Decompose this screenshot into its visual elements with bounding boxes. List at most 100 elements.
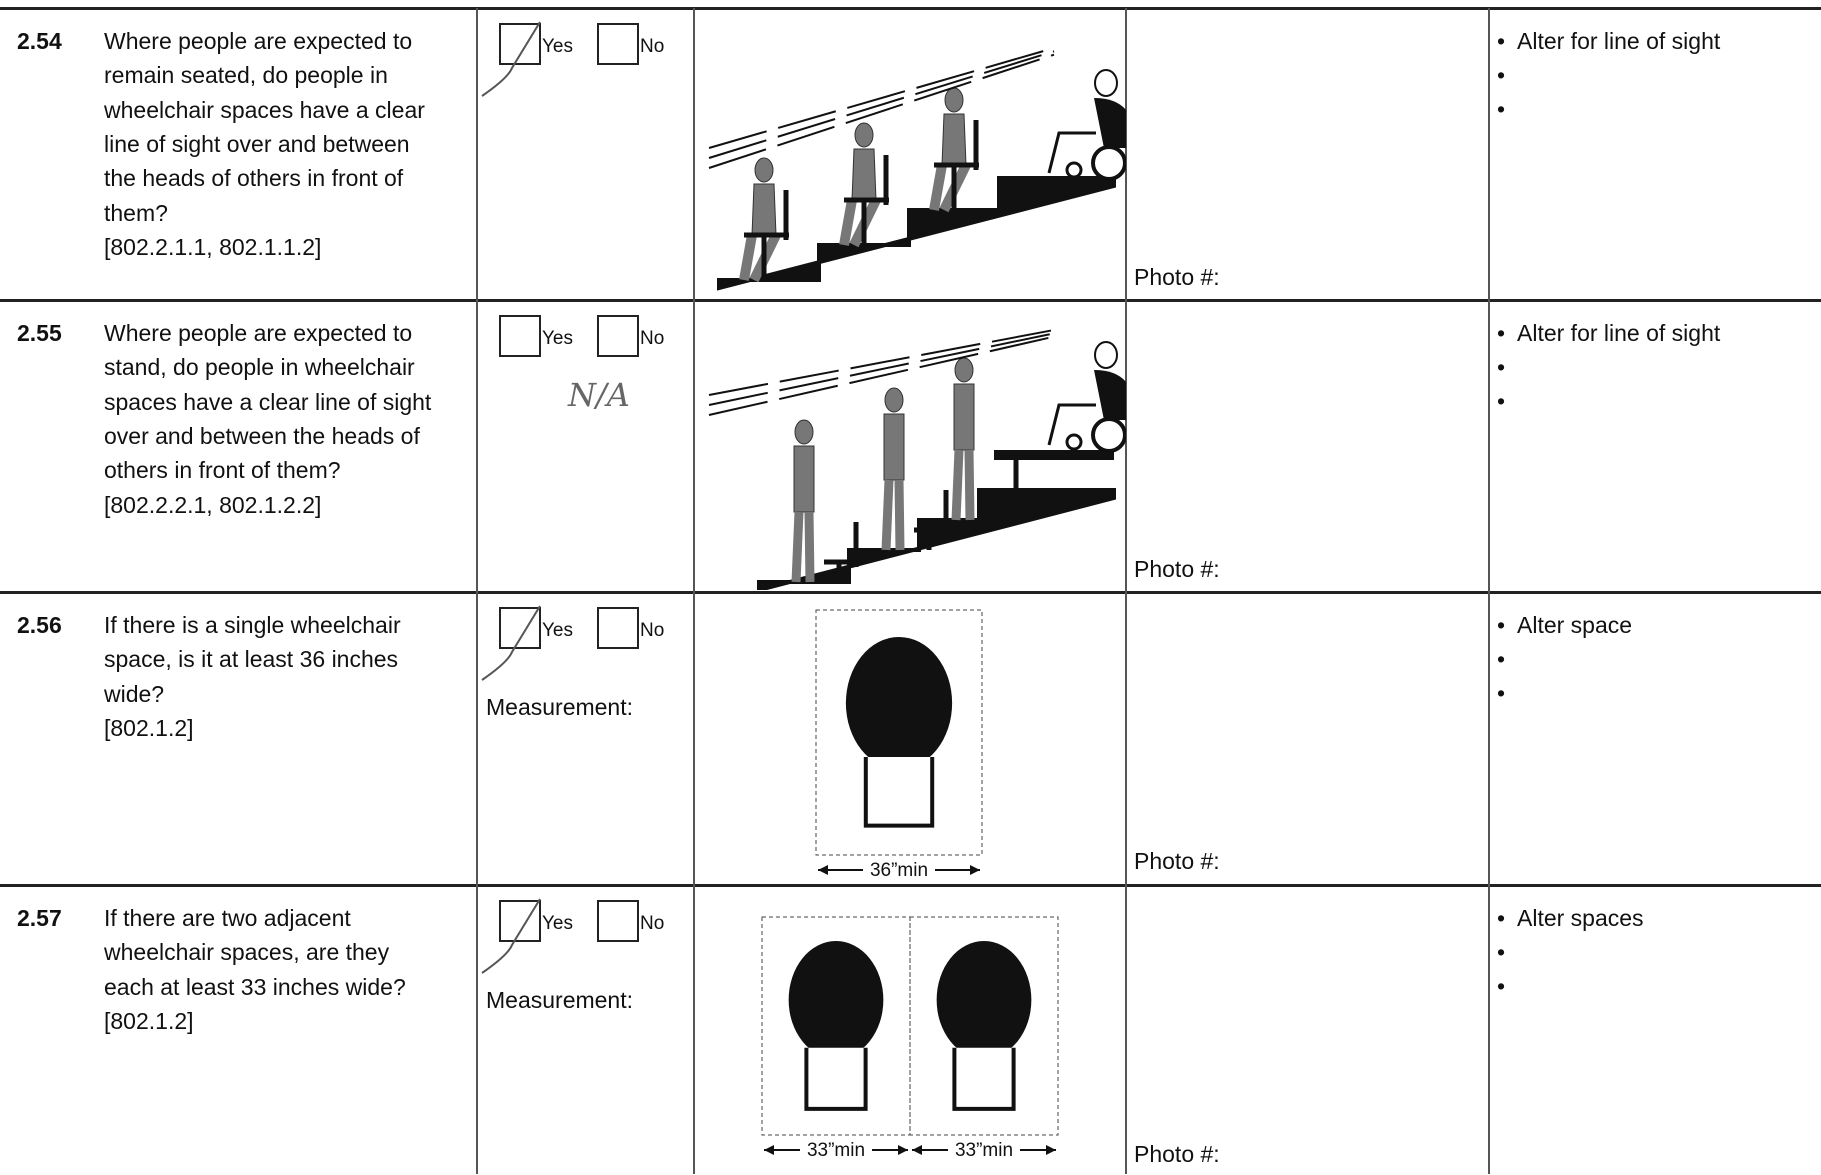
legs (839, 197, 881, 248)
sight-line (708, 335, 1055, 416)
torso (941, 113, 967, 166)
item-number: 2.56 (17, 612, 62, 638)
head (1094, 69, 1118, 97)
action-item: Alter for line of sight (1517, 28, 1721, 54)
head (944, 87, 964, 113)
question-line: If there is a single wheelchair (104, 612, 401, 638)
yes-checkbox (499, 315, 541, 357)
wheelchair-body (788, 940, 884, 1059)
question-line: each at least 33 inches wide? (104, 973, 406, 1000)
torso (793, 445, 815, 513)
item-number: 2.55 (17, 320, 62, 346)
stairs (717, 176, 1116, 291)
illustration: 33”min 33”min (761, 916, 1059, 1161)
bullet: • (1497, 388, 1506, 414)
photo-label: Photo #: (1134, 264, 1220, 290)
bullet: • (1497, 680, 1506, 706)
torso (953, 383, 975, 451)
row-border (0, 7, 1821, 10)
wheelchair-body (845, 636, 953, 770)
caster (1065, 433, 1083, 451)
column-border (476, 8, 478, 1174)
measurement-label: Measurement: (486, 694, 634, 720)
chair (914, 490, 949, 550)
chair (844, 155, 889, 245)
footrest (952, 1047, 1016, 1111)
yes-checkbox (499, 607, 541, 649)
sight-line (708, 50, 1055, 159)
question-line: stand, do people in wheelchair (104, 354, 415, 381)
yes-label: Yes (542, 620, 573, 641)
photo-label: Photo #: (1134, 848, 1220, 874)
no-checkbox (597, 607, 639, 649)
tick-stroke (481, 21, 541, 97)
chair (744, 190, 789, 280)
torso (751, 183, 777, 236)
sight-line (708, 329, 1055, 396)
question-line: wide? (104, 680, 165, 707)
action-item: Alter spaces (1517, 905, 1644, 931)
wheelchair-body (936, 940, 1032, 1059)
bullet: • (1497, 354, 1506, 380)
item-number: 2.54 (17, 28, 62, 54)
label-backdrop (863, 861, 935, 881)
column-border (1488, 8, 1490, 1174)
illustration: 36”min (815, 609, 983, 881)
label-backdrop (948, 1141, 1020, 1161)
question-line: them? (104, 199, 168, 226)
action-item: Alter space (1517, 612, 1633, 638)
question-line: spaces have a clear line of sight (104, 388, 432, 415)
photo-label: Photo #: (1134, 556, 1220, 582)
head (1094, 341, 1118, 369)
clear-space (761, 916, 911, 1136)
check-mark (481, 21, 541, 97)
no-label: No (640, 620, 665, 641)
action-item: Alter for line of sight (1517, 320, 1721, 346)
photo-label: Photo #: (1134, 1141, 1220, 1167)
tick-stroke (481, 898, 541, 974)
torso (883, 413, 905, 481)
question-line: wheelchair spaces have a clear (104, 96, 425, 123)
caster (1065, 161, 1083, 179)
bullet: • (1497, 28, 1506, 54)
question-line: [802.1.2] (104, 1007, 194, 1034)
wheel (1091, 145, 1126, 181)
legs (881, 479, 905, 551)
question-line: the heads of others in front of (104, 165, 404, 192)
dimension-label: 33”min (955, 1140, 1013, 1161)
legs (1047, 131, 1096, 174)
sight-line (708, 53, 1055, 169)
no-label: No (640, 36, 665, 57)
bullet: • (1497, 62, 1506, 88)
question-line: [802.2.1.1, 802.1.1.2] (104, 233, 322, 260)
head (954, 357, 974, 383)
dimension-label: 33”min (807, 1140, 865, 1161)
legs (791, 511, 815, 583)
question-line: [802.1.2] (104, 714, 194, 741)
question-line: [802.2.2.1, 802.1.2.2] (104, 491, 322, 518)
item-number: 2.57 (17, 905, 62, 931)
platform (994, 450, 1114, 460)
question-line: line of sight over and between (104, 130, 410, 157)
legs (951, 449, 975, 521)
bullet: • (1497, 646, 1506, 672)
chair (984, 460, 1019, 520)
sight-line (708, 332, 1055, 406)
question-line: If there are two adjacent (104, 905, 351, 931)
bullet: • (1497, 939, 1506, 965)
yes-label: Yes (542, 913, 573, 934)
no-checkbox (597, 315, 639, 357)
legs (929, 162, 971, 213)
sight-line (708, 47, 1055, 149)
wheel (1091, 417, 1126, 453)
column-border (1125, 8, 1127, 1174)
question-line: over and between the heads of (104, 422, 420, 449)
chair (824, 522, 859, 582)
yes-checkbox (499, 23, 541, 65)
question-line: wheelchair spaces, are they (104, 939, 390, 966)
bullet: • (1497, 973, 1506, 999)
illustration (708, 329, 1126, 590)
bullet: • (1497, 612, 1506, 638)
clear-space (909, 916, 1059, 1136)
